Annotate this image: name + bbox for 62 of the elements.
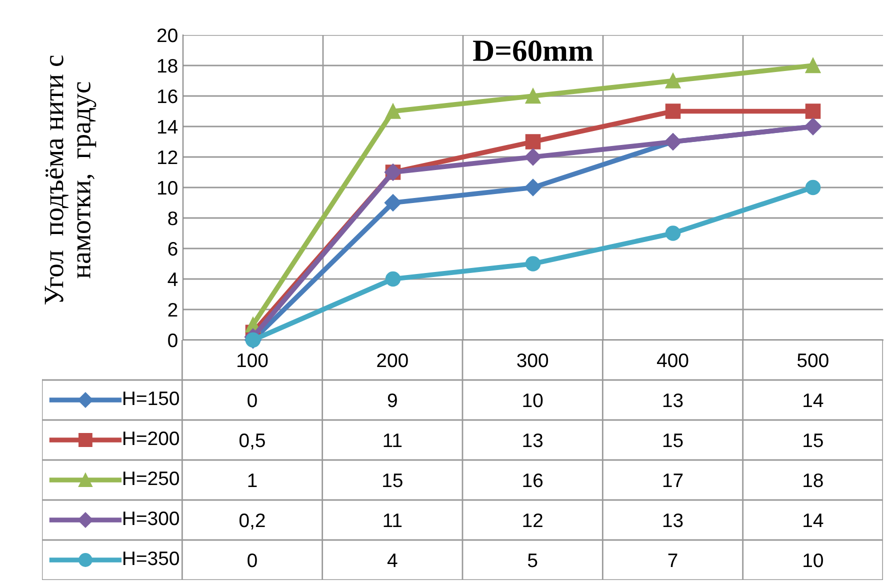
data-label: 14 xyxy=(804,514,824,528)
data-label: 0,5 xyxy=(239,433,265,450)
data-label: 5 xyxy=(528,554,538,568)
legend-label: H=250 xyxy=(123,471,179,486)
data-label: 4 xyxy=(387,554,398,568)
point xyxy=(385,104,401,119)
y-tick-label: 0 xyxy=(168,333,178,348)
data-label: 10 xyxy=(523,393,543,408)
data-label: 1 xyxy=(248,474,257,488)
point xyxy=(524,148,542,166)
chart-title: D=60mm xyxy=(473,40,593,62)
y-tick-label: 14 xyxy=(158,120,178,134)
point xyxy=(525,88,541,104)
data-label: 0,2 xyxy=(239,513,265,530)
legend-label: H=200 xyxy=(123,431,179,446)
y-tick-label: 10 xyxy=(158,180,178,195)
point xyxy=(525,134,541,150)
y-tick-label: 4 xyxy=(168,272,178,286)
point xyxy=(665,73,681,88)
data-label: 9 xyxy=(388,393,397,408)
y-tick-label: 12 xyxy=(158,150,178,164)
y-tick-label: 6 xyxy=(168,242,178,256)
point xyxy=(805,58,821,74)
data-label: 13 xyxy=(663,393,683,408)
y-axis-title: Угол подъёма нити с намотки, градус xyxy=(44,56,96,304)
point xyxy=(805,104,821,119)
data-label: 7 xyxy=(668,554,678,568)
y-tick-label: 16 xyxy=(158,89,178,104)
x-tick-label: 200 xyxy=(377,353,408,368)
point xyxy=(665,226,681,241)
data-label: 13 xyxy=(663,513,683,528)
data-label: 15 xyxy=(383,474,402,488)
y-tick-label: 8 xyxy=(168,211,178,226)
legend-label: H=300 xyxy=(123,511,179,526)
x-tick-label: 100 xyxy=(238,353,268,368)
data-label: 10 xyxy=(804,553,823,568)
legend-label: H=350 xyxy=(123,551,179,566)
data-label: 18 xyxy=(804,473,823,488)
data-label: 17 xyxy=(663,474,683,488)
data-label: 11 xyxy=(384,434,402,448)
legend-label: H=150 xyxy=(123,391,179,406)
point xyxy=(385,271,401,287)
point xyxy=(384,194,402,212)
y-tick-label: 2 xyxy=(168,302,178,317)
x-tick-label: 300 xyxy=(517,353,548,368)
data-label: 14 xyxy=(804,394,824,408)
y-tick-label: 20 xyxy=(157,28,178,42)
data-label: 16 xyxy=(523,473,543,488)
data-label: 12 xyxy=(523,513,542,528)
x-tick-label: 500 xyxy=(797,353,828,368)
point xyxy=(524,178,542,196)
data-label: 0 xyxy=(248,553,257,568)
data-label: 11 xyxy=(384,514,402,528)
point xyxy=(805,180,821,196)
point xyxy=(665,104,681,119)
data-label: 13 xyxy=(523,433,543,448)
y-tick-label: 18 xyxy=(158,58,178,73)
x-tick-label: 400 xyxy=(656,353,688,368)
data-label: 15 xyxy=(804,434,823,448)
data-label: 15 xyxy=(663,434,683,448)
data-label: 0 xyxy=(248,393,257,408)
point xyxy=(525,256,541,272)
